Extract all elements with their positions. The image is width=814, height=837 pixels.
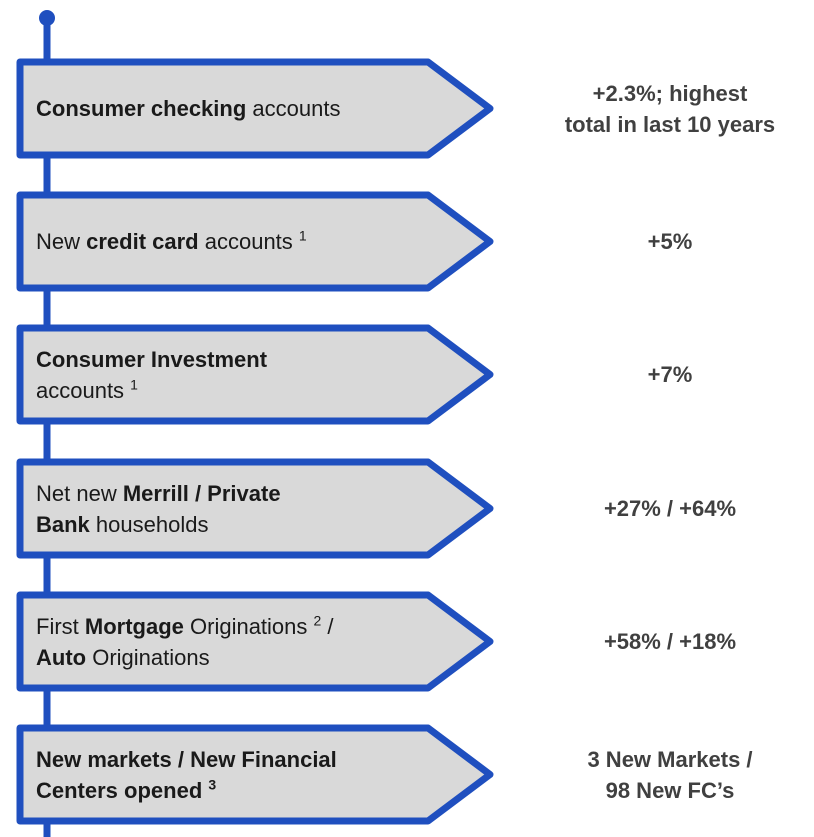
label-line: Consumer Investment [36, 344, 436, 375]
arrow-box [16, 591, 494, 692]
label-segment: Originations [86, 644, 210, 670]
label-segment: Auto [36, 644, 87, 670]
label-segment: households [89, 511, 209, 537]
label-segment: Consumer checking [36, 96, 247, 121]
result-line: total in last 10 years [564, 111, 776, 137]
item-label: Net new Merrill / Private Bank households [36, 462, 436, 555]
label-line: accounts 1 [36, 375, 436, 406]
arrow-box [16, 724, 494, 825]
item-label: New credit card accounts 1 [36, 195, 436, 288]
item-label: Consumer Investment accounts 1 [36, 328, 436, 421]
label-segment: accounts [246, 96, 341, 121]
label-segment: Consumer Investment [36, 346, 268, 372]
item-result: +5% [520, 195, 814, 288]
item-result: 3 New Markets / 98 New FC’s [520, 728, 814, 821]
result-line: +7% [647, 362, 693, 387]
label-segment: First [36, 613, 85, 639]
item-result: +58% / +18% [520, 595, 814, 688]
item-label: Consumer checking accounts [36, 62, 436, 155]
label-line: Auto Originations [36, 642, 436, 673]
item-result: +7% [520, 328, 814, 421]
result-line: 98 New FC’s [605, 777, 735, 803]
arrow-box [16, 324, 494, 425]
label-line: Bank households [36, 509, 436, 540]
item-label: First Mortgage Originations 2 /Auto Orig… [36, 595, 436, 688]
label-segment: Mortgage [84, 613, 184, 639]
label-segment: credit card [86, 229, 199, 254]
arrow-box [16, 58, 494, 159]
result-line: +5% [647, 229, 693, 254]
label-segment: Bank [36, 511, 90, 537]
label-segment: New markets / New Financial [36, 746, 337, 772]
label-segment: 2 [313, 612, 322, 629]
item-label: New markets / New Financial Centers opene… [36, 728, 436, 821]
label-segment: / [321, 613, 334, 639]
label-segment: accounts [198, 229, 299, 254]
label-segment: 1 [130, 376, 138, 393]
label-segment: Net new [36, 480, 123, 506]
arrow-box [16, 191, 494, 292]
label-segment: Merrill / Private [122, 480, 281, 506]
result-line: +2.3%; highest [592, 80, 748, 106]
label-line: Net new Merrill / Private [36, 478, 436, 509]
label-line: New credit card accounts 1 [36, 226, 436, 257]
result-line: +27% / +64% [603, 496, 737, 521]
item-result: +27% / +64% [520, 462, 814, 555]
label-line: First Mortgage Originations 2 / [36, 611, 436, 642]
label-line: Centers opened 3 [36, 775, 436, 806]
result-line: +58% / +18% [603, 629, 737, 654]
label-line: Consumer checking accounts [36, 93, 436, 124]
label-line: New markets / New Financial [36, 744, 436, 775]
label-segment: Centers opened [36, 777, 209, 803]
label-segment: 3 [208, 776, 217, 793]
label-segment: New [36, 229, 87, 254]
result-line: 3 New Markets / [587, 746, 753, 772]
timeline-dot [39, 10, 55, 26]
item-result: +2.3%; highest total in last 10 years [520, 62, 814, 155]
arrow-box [16, 458, 494, 559]
label-segment: Originations [183, 613, 314, 639]
label-segment: accounts [36, 377, 131, 403]
label-segment: 1 [298, 227, 307, 244]
